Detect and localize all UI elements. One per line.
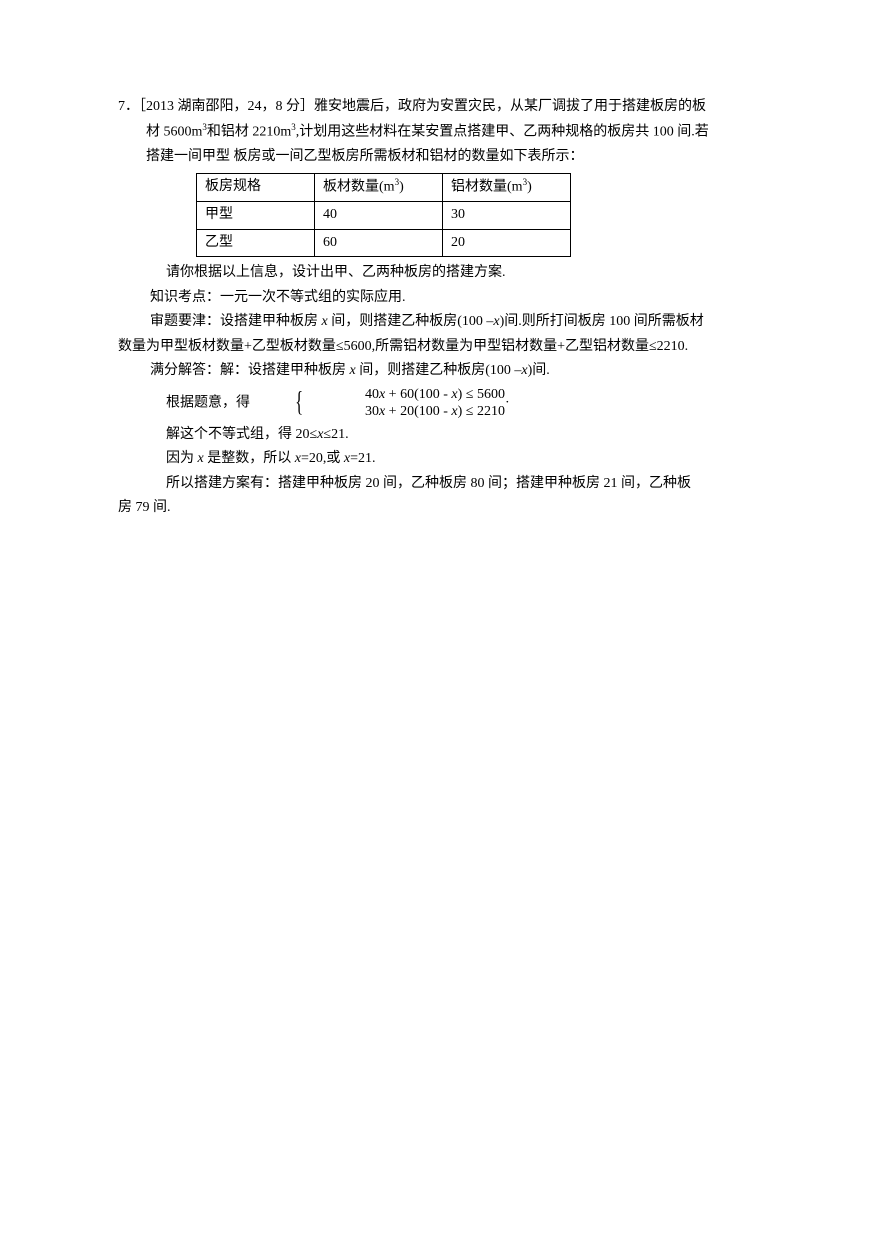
cell-aluminum-b: 20 (443, 229, 571, 257)
header-aluminum: 铝材数量(m3) (443, 174, 571, 202)
table-row: 甲型 40 30 (197, 202, 571, 230)
conclusion-line1: 所以搭建方案有：搭建甲种板房 20 间，乙种板房 80 间；搭建甲种板房 21 … (118, 472, 780, 497)
problem-line1: 雅安地震后，政府为安置灾民，从某厂调拔了用于搭建板房的板 (314, 99, 706, 114)
inequality-system: 根据题意，得 { 40x + 60(100 - x) ≤ 5600 30x + … (118, 384, 780, 423)
period: · (505, 396, 510, 411)
problem-number: 7． (118, 99, 139, 114)
problem-statement: 7．［2013 湖南邵阳，24，8 分］雅安地震后，政府为安置灾民，从某厂调拔了… (118, 95, 780, 169)
cell-type-b: 乙型 (197, 229, 315, 257)
problem-line2: 材 5600m (146, 124, 202, 139)
cell-aluminum-a: 30 (443, 202, 571, 230)
cell-type-a: 甲型 (197, 202, 315, 230)
header-spec: 板房规格 (197, 174, 315, 202)
problem-line3: 搭建一间甲型 板房或一间乙型板房所需板材和铝材的数量如下表所示： (146, 149, 584, 164)
material-table: 板房规格 板材数量(m3) 铝材数量(m3) 甲型 40 30 乙型 60 20 (196, 173, 780, 257)
left-brace-icon: { (266, 389, 303, 417)
table-row: 乙型 60 20 (197, 229, 571, 257)
problem-source: ［2013 湖南邵阳，24，8 分］ (139, 99, 314, 114)
analysis-line2: 数量为甲型板材数量+乙型板材数量≤5600,所需铝材数量为甲型铝材数量+乙型铝材… (118, 335, 780, 360)
key-label: 审题要津： (150, 314, 220, 329)
table-header-row: 板房规格 板材数量(m3) 铝材数量(m3) (197, 174, 571, 202)
point-label: 知识考点： (150, 290, 220, 305)
knowledge-point: 知识考点：一元一次不等式组的实际应用. (118, 286, 780, 311)
cell-board-a: 40 (315, 202, 443, 230)
inequality-2: 30x + 20(100 - x) ≤ 2210 (317, 403, 505, 421)
header-board: 板材数量(m3) (315, 174, 443, 202)
analysis-line1: 审题要津：设搭建甲种板房 x 间，则搭建乙种板房(100 –x)间.则所打间板房… (118, 310, 780, 335)
problem-line2b: 和铝材 2210m (207, 124, 291, 139)
integer-constraint: 因为 x 是整数，所以 x=20,或 x=21. (118, 447, 780, 472)
solve-result: 解这个不等式组，得 20≤x≤21. (118, 423, 780, 448)
problem-line2c: ,计划用这些材料在某安置点搭建甲、乙两种规格的板房共 100 间.若 (296, 124, 709, 139)
answer-label: 满分解答： (150, 363, 220, 378)
inequality-1: 40x + 60(100 - x) ≤ 5600 (317, 386, 505, 404)
point-text: 一元一次不等式组的实际应用. (220, 290, 406, 305)
cell-board-b: 60 (315, 229, 443, 257)
question-prompt: 请你根据以上信息，设计出甲、乙两种板房的搭建方案. (118, 261, 780, 286)
conclusion-line2: 房 79 间. (118, 496, 780, 521)
answer-line1: 满分解答：解：设搭建甲种板房 x 间，则搭建乙种板房(100 –x)间. (118, 359, 780, 384)
